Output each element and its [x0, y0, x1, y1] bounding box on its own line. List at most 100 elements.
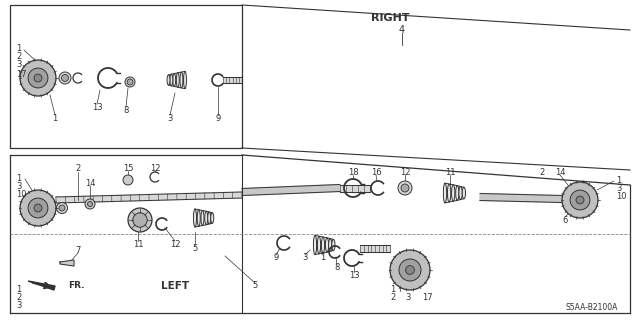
Text: 12: 12: [150, 164, 160, 172]
Polygon shape: [56, 192, 242, 203]
Circle shape: [127, 79, 133, 85]
Ellipse shape: [173, 74, 175, 86]
Text: 8: 8: [334, 263, 340, 273]
Text: 7: 7: [76, 245, 81, 254]
Ellipse shape: [444, 183, 447, 203]
Ellipse shape: [314, 236, 317, 255]
Circle shape: [401, 184, 409, 192]
Text: 17: 17: [422, 293, 433, 302]
Text: 16: 16: [371, 167, 381, 177]
Polygon shape: [223, 77, 242, 83]
Circle shape: [128, 208, 152, 232]
Polygon shape: [28, 281, 55, 290]
Ellipse shape: [167, 75, 170, 85]
Polygon shape: [360, 244, 390, 252]
Text: 13: 13: [92, 102, 102, 111]
Circle shape: [390, 250, 430, 290]
Circle shape: [123, 175, 133, 185]
Text: 1: 1: [16, 285, 21, 294]
Ellipse shape: [170, 74, 173, 86]
Text: 12: 12: [400, 167, 410, 177]
Circle shape: [61, 75, 68, 82]
Polygon shape: [480, 194, 562, 203]
Ellipse shape: [462, 187, 465, 199]
Circle shape: [59, 205, 65, 211]
Ellipse shape: [456, 186, 459, 200]
Circle shape: [399, 259, 421, 281]
Circle shape: [133, 213, 147, 227]
Text: 14: 14: [555, 167, 565, 177]
Ellipse shape: [447, 184, 451, 202]
Circle shape: [406, 266, 415, 274]
Ellipse shape: [177, 73, 179, 87]
Text: 2: 2: [16, 293, 21, 302]
Text: 3: 3: [16, 181, 21, 190]
Text: 11: 11: [132, 239, 143, 249]
Circle shape: [20, 60, 56, 96]
Text: 1: 1: [16, 173, 21, 182]
Ellipse shape: [325, 238, 328, 252]
Text: 1: 1: [16, 44, 21, 52]
Ellipse shape: [321, 237, 324, 253]
Ellipse shape: [332, 239, 335, 251]
Text: 13: 13: [349, 270, 359, 279]
Text: 15: 15: [123, 164, 133, 172]
Text: 1: 1: [390, 285, 396, 294]
Ellipse shape: [180, 72, 183, 88]
Circle shape: [59, 72, 71, 84]
Text: 14: 14: [84, 179, 95, 188]
Text: 1: 1: [321, 253, 326, 262]
Ellipse shape: [328, 239, 332, 252]
Circle shape: [125, 77, 135, 87]
Text: 4: 4: [399, 25, 405, 35]
Ellipse shape: [459, 187, 462, 200]
Circle shape: [570, 190, 590, 210]
Text: 2: 2: [390, 293, 396, 302]
Circle shape: [88, 202, 93, 206]
Ellipse shape: [201, 211, 204, 226]
Circle shape: [34, 204, 42, 212]
Text: 3: 3: [167, 114, 173, 123]
Text: 2: 2: [76, 164, 81, 172]
Circle shape: [28, 68, 48, 88]
Bar: [10, 5, 242, 148]
Text: 12: 12: [170, 239, 180, 249]
Circle shape: [85, 199, 95, 209]
Text: 3: 3: [16, 301, 21, 310]
Text: 6: 6: [563, 215, 568, 225]
Polygon shape: [340, 185, 370, 191]
Ellipse shape: [197, 210, 200, 226]
Ellipse shape: [184, 71, 186, 89]
Polygon shape: [60, 260, 74, 266]
Circle shape: [34, 74, 42, 82]
Ellipse shape: [208, 212, 211, 224]
Text: 9: 9: [216, 114, 221, 123]
Ellipse shape: [211, 213, 214, 223]
Ellipse shape: [452, 185, 455, 201]
Text: 1: 1: [52, 114, 58, 123]
Text: 10: 10: [16, 189, 26, 198]
Text: LEFT: LEFT: [161, 281, 189, 291]
Text: 2: 2: [540, 167, 545, 177]
Text: 2: 2: [16, 52, 21, 60]
Text: RIGHT: RIGHT: [371, 13, 410, 23]
Text: 3: 3: [16, 60, 21, 68]
Ellipse shape: [317, 236, 321, 254]
Circle shape: [20, 190, 56, 226]
Polygon shape: [242, 185, 340, 196]
Text: 5: 5: [252, 282, 258, 291]
Circle shape: [576, 196, 584, 204]
Text: 3: 3: [302, 253, 308, 262]
Text: 3: 3: [616, 183, 621, 193]
Text: 5: 5: [193, 244, 198, 252]
Text: 3: 3: [405, 293, 410, 302]
Text: 9: 9: [273, 253, 278, 262]
Text: 18: 18: [348, 167, 358, 177]
Circle shape: [398, 181, 412, 195]
Text: 8: 8: [124, 106, 129, 115]
Circle shape: [28, 198, 48, 218]
Ellipse shape: [193, 209, 196, 227]
Text: 10: 10: [616, 191, 627, 201]
Text: 11: 11: [445, 167, 455, 177]
Circle shape: [562, 182, 598, 218]
